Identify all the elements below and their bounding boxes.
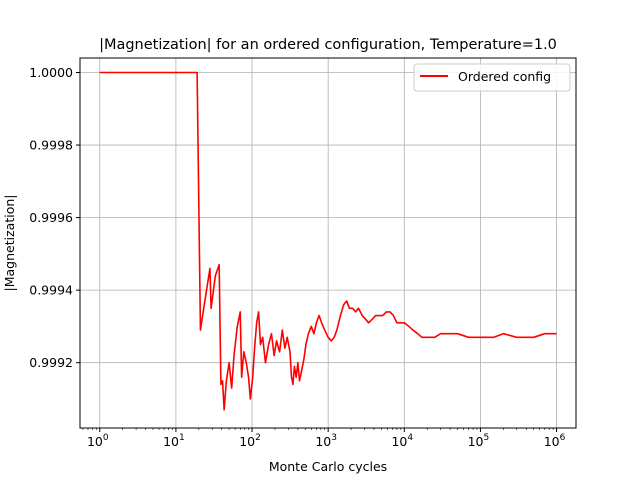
x-tick-label: 101 [163, 433, 185, 449]
y-axis-label: |Magnetization| [2, 195, 17, 292]
legend: Ordered config [413, 63, 571, 92]
legend-label-ordered-config: Ordered config [458, 69, 551, 84]
series-layer [99, 71, 557, 411]
y-tick-label: 0.9994 [29, 283, 73, 298]
x-tick-label: 106 [544, 433, 566, 449]
x-tick-label: 102 [239, 433, 261, 449]
x-tick-label: 103 [315, 433, 337, 449]
y-tick-label: 1.0000 [29, 65, 73, 80]
x-axis-ticks: 100 101 102 103 104 105 106 [87, 428, 566, 449]
x-tick-label: 100 [87, 433, 109, 449]
chart-title: |Magnetization| for an ordered configura… [99, 37, 557, 53]
legend-box [413, 63, 571, 92]
x-axis-label: Monte Carlo cycles [269, 459, 387, 474]
y-tick-label: 0.9996 [29, 210, 73, 225]
x-tick-label: 104 [391, 433, 413, 449]
grid-lines [80, 58, 576, 428]
y-axis-ticks: 0.9992 0.9994 0.9996 0.9998 1.0000 [29, 65, 80, 370]
y-tick-label: 0.9992 [29, 355, 73, 370]
x-tick-label: 105 [468, 433, 490, 449]
y-tick-label: 0.9998 [29, 138, 73, 153]
series-line-ordered-config [99, 71, 557, 411]
